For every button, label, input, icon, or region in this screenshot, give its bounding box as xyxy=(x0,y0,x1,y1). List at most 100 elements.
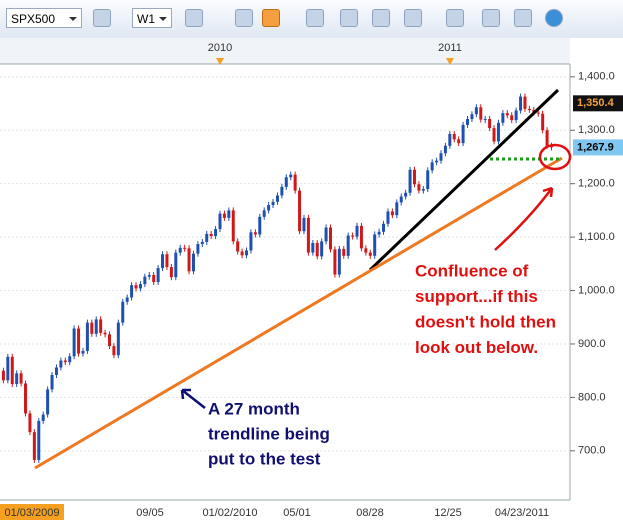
year-pointer xyxy=(446,58,454,65)
candle xyxy=(267,205,271,211)
tool-button[interactable] xyxy=(446,9,464,27)
candle xyxy=(174,252,178,278)
candle xyxy=(214,229,218,237)
arrow xyxy=(180,388,206,409)
tool-button[interactable] xyxy=(235,9,253,27)
candle xyxy=(355,225,359,237)
x-tick-label: 01/02/2010 xyxy=(202,507,257,519)
candle xyxy=(152,275,156,282)
tool-button[interactable] xyxy=(545,9,563,27)
candle xyxy=(527,108,531,110)
candle xyxy=(59,360,63,368)
candle xyxy=(368,252,372,256)
year-marker: 2011 xyxy=(438,42,462,54)
candle xyxy=(161,254,165,269)
candle xyxy=(222,213,226,218)
candle xyxy=(209,233,213,237)
candle xyxy=(373,234,377,256)
tool-button[interactable] xyxy=(514,9,532,27)
symbol-select[interactable]: SPX500 xyxy=(6,8,82,28)
candle xyxy=(302,217,306,232)
price-marker xyxy=(573,95,623,112)
annotation: look out below. xyxy=(415,338,538,357)
candle xyxy=(41,414,45,421)
candle xyxy=(37,420,41,460)
price-marker-label: 1,267.9 xyxy=(577,141,614,153)
candle xyxy=(236,241,240,252)
candle xyxy=(6,356,10,381)
candle xyxy=(496,122,500,142)
candle xyxy=(19,373,23,384)
candle xyxy=(435,160,439,163)
trendline-orange xyxy=(34,156,563,470)
annotation: support...if this xyxy=(415,287,538,306)
candle xyxy=(280,186,284,196)
arrow-head xyxy=(542,186,554,198)
candle xyxy=(395,202,399,216)
candle xyxy=(24,383,28,414)
candle xyxy=(404,192,408,197)
candle xyxy=(258,216,262,235)
candle xyxy=(90,322,94,334)
candle xyxy=(15,373,19,385)
price-marker-label: 1,350.4 xyxy=(577,97,615,109)
candle xyxy=(134,285,138,289)
candle xyxy=(421,189,425,191)
candle xyxy=(492,128,496,142)
candle xyxy=(262,210,266,217)
candle xyxy=(284,177,288,187)
candle xyxy=(541,113,545,131)
candle xyxy=(125,297,129,302)
candle xyxy=(523,96,527,109)
tool-button[interactable] xyxy=(340,9,358,27)
candle xyxy=(510,115,514,121)
candle xyxy=(519,96,523,111)
candle xyxy=(218,213,222,230)
candle xyxy=(483,119,487,121)
y-tick-label: 1,300.0 xyxy=(578,124,615,136)
tool-button[interactable] xyxy=(306,9,324,27)
candle xyxy=(448,133,452,146)
tool-button[interactable] xyxy=(262,9,280,27)
candle xyxy=(187,248,191,272)
candle xyxy=(138,284,142,289)
candle xyxy=(408,169,412,193)
year-strip xyxy=(0,38,570,64)
candle xyxy=(227,210,231,218)
tool-button[interactable] xyxy=(93,9,111,27)
chart: 1,400.0 1,300.0 1,200.0 1,100.0 1,000.0 900.0… xyxy=(0,38,623,528)
candle xyxy=(289,174,293,178)
tool-button[interactable] xyxy=(404,9,422,27)
arrow xyxy=(494,187,554,251)
candle xyxy=(245,250,249,256)
y-tick-label: 700.0 xyxy=(578,445,606,457)
timeframe-select[interactable]: W1 xyxy=(132,8,172,28)
tool-button[interactable] xyxy=(372,9,390,27)
candle xyxy=(103,332,107,335)
candle xyxy=(324,227,328,242)
annotation: put to the test xyxy=(208,449,321,468)
candle xyxy=(68,356,72,363)
candle xyxy=(1,370,5,381)
x-label-highlight xyxy=(0,504,64,520)
candle xyxy=(253,232,257,235)
candle xyxy=(46,389,50,415)
candle xyxy=(191,253,195,272)
candle xyxy=(32,432,36,460)
candle xyxy=(298,190,302,232)
candle xyxy=(249,232,253,251)
y-tick-label: 900.0 xyxy=(578,338,606,350)
annotation: Confluence of xyxy=(415,261,529,280)
candle xyxy=(536,112,540,114)
candle xyxy=(205,233,209,242)
tool-button[interactable] xyxy=(185,9,203,27)
candle xyxy=(94,319,98,334)
tool-button[interactable] xyxy=(482,9,500,27)
candle xyxy=(156,268,160,282)
candle xyxy=(417,184,421,191)
candle xyxy=(488,119,492,129)
candle xyxy=(306,217,310,253)
candle xyxy=(329,227,332,250)
candle xyxy=(470,114,474,120)
candle xyxy=(479,107,483,120)
